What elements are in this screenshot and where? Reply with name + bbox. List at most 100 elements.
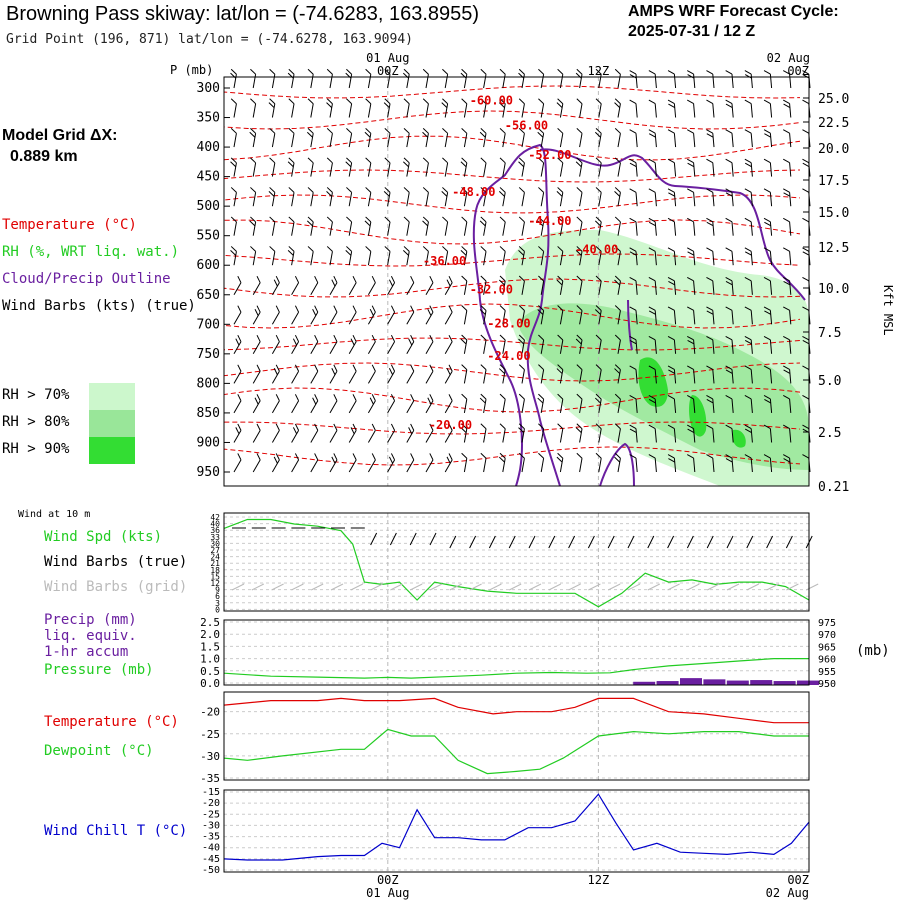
wind-barb-flag xyxy=(648,306,656,311)
wind-barb xyxy=(479,393,487,413)
wind-barb-flag xyxy=(422,98,429,105)
wind-barb-shaft xyxy=(233,103,237,118)
wind-barb-flag xyxy=(725,424,733,429)
wind-barb xyxy=(783,424,792,443)
wind-barb-shaft xyxy=(769,369,773,384)
wind-barb-true xyxy=(389,532,397,546)
wind-barb-grid xyxy=(469,583,482,591)
temperature-contour-5 xyxy=(223,219,801,245)
wind-barb-shaft xyxy=(540,192,545,207)
wind-barb-shaft xyxy=(483,192,487,207)
wind-barb-shaft xyxy=(252,400,261,414)
wind-barb-shaft xyxy=(617,280,621,295)
wind-barb-flag xyxy=(595,423,602,430)
wind-barb xyxy=(499,157,506,177)
wind-barb-flag xyxy=(499,305,506,311)
wind-barb-flag xyxy=(275,423,280,431)
wind-barb-true xyxy=(370,532,378,546)
precip-tick-label: 1.0 xyxy=(200,653,220,666)
wind-barb xyxy=(594,127,602,148)
wind-barb-flag xyxy=(667,335,675,341)
wind-barb-flag xyxy=(725,365,733,370)
wind-barb-flag xyxy=(499,246,506,252)
wind-barb-flag xyxy=(576,452,583,459)
wind-barb-flag xyxy=(461,393,468,400)
wind-barb-shaft xyxy=(502,103,506,118)
wind-barb-shaft xyxy=(750,192,753,207)
wind-barb xyxy=(367,364,376,384)
wind-barb-flag xyxy=(230,216,237,223)
wind-barb-grid xyxy=(726,583,740,591)
wind-barb xyxy=(629,335,638,354)
wind-barb-flag xyxy=(725,276,733,282)
wind-barb xyxy=(725,129,734,148)
wind-barb xyxy=(444,364,453,384)
wind-barb-shaft xyxy=(367,74,372,89)
wind-barb-shaft xyxy=(502,221,506,236)
wind-barb-shaft xyxy=(617,133,621,148)
wind-barb-flag xyxy=(499,334,506,341)
wind-barb xyxy=(252,394,261,414)
windchill-panel-frame xyxy=(223,789,810,873)
wind-barb-shaft xyxy=(406,251,410,266)
wind-barb-shaft xyxy=(348,282,357,296)
wind-barb-grid xyxy=(528,583,542,591)
wind-barb xyxy=(287,246,295,266)
wind-barb-shaft xyxy=(559,428,564,443)
wind-barb xyxy=(268,187,276,207)
wind-barb xyxy=(329,305,338,325)
wind-barb xyxy=(271,305,280,325)
wind-barb-flag xyxy=(480,246,487,252)
wind-barb-flag xyxy=(687,251,695,256)
wind-barb xyxy=(744,158,753,177)
wind-barb xyxy=(629,276,638,295)
wind-barb xyxy=(687,217,696,236)
wind-barb-shaft xyxy=(559,221,564,236)
wind-barb-shaft xyxy=(635,310,638,325)
wind-barb-shaft xyxy=(789,133,792,148)
wind-barb-flag xyxy=(384,98,391,105)
wind-barb-flag xyxy=(429,394,434,401)
wind-barb-flag xyxy=(326,127,333,134)
wind-barb-shaft xyxy=(444,103,449,118)
wind-barb xyxy=(425,364,434,384)
wind-barb-shaft xyxy=(731,280,734,295)
wind-barb-shaft xyxy=(654,369,657,384)
wind-spd-label: Wind Spd (kts) xyxy=(44,529,163,545)
wind-barb-shaft xyxy=(291,341,300,355)
wind-barb xyxy=(556,275,564,295)
wind-barb-true xyxy=(627,535,635,549)
wind-barb-flag xyxy=(314,364,319,372)
wind-barb-flag xyxy=(390,305,396,313)
wind-barb-flag xyxy=(629,74,637,79)
wind-barb-flag xyxy=(648,310,656,315)
wind-barb-grid xyxy=(786,583,799,591)
precip-tick-label: 0.5 xyxy=(200,665,220,678)
wind-barb xyxy=(441,98,449,118)
wind-barb-shaft xyxy=(310,251,314,266)
wind-barb-flag xyxy=(390,423,396,431)
wind-barb xyxy=(595,334,602,354)
wind10m-label: Wind at 10 m xyxy=(18,509,91,520)
wind-barb xyxy=(499,68,506,89)
wind-barb-flag xyxy=(687,74,695,79)
wind-barb-flag xyxy=(725,70,733,75)
wind-barb-shaft xyxy=(329,459,338,473)
wind-barb-flag xyxy=(594,220,601,227)
wind-barb xyxy=(518,364,525,384)
wind-barb-flag xyxy=(256,453,261,461)
wind-barb xyxy=(557,68,564,89)
wind-barb-flag xyxy=(783,103,791,108)
wind-barb-grid xyxy=(449,583,463,591)
wind-barb-shaft xyxy=(233,192,237,207)
wind-barb xyxy=(233,423,242,443)
wind-barb xyxy=(441,187,449,207)
wind-barb-flag xyxy=(648,335,656,341)
wind-barb-shaft xyxy=(712,339,715,354)
wind-barb-flag xyxy=(667,217,675,223)
legend-rh70-label: RH > 70% xyxy=(2,387,70,403)
wind-barb xyxy=(706,306,715,325)
wind-barb-flag xyxy=(537,309,544,315)
wind-barb-flag xyxy=(288,157,295,164)
wind-barb-flag xyxy=(250,98,256,105)
